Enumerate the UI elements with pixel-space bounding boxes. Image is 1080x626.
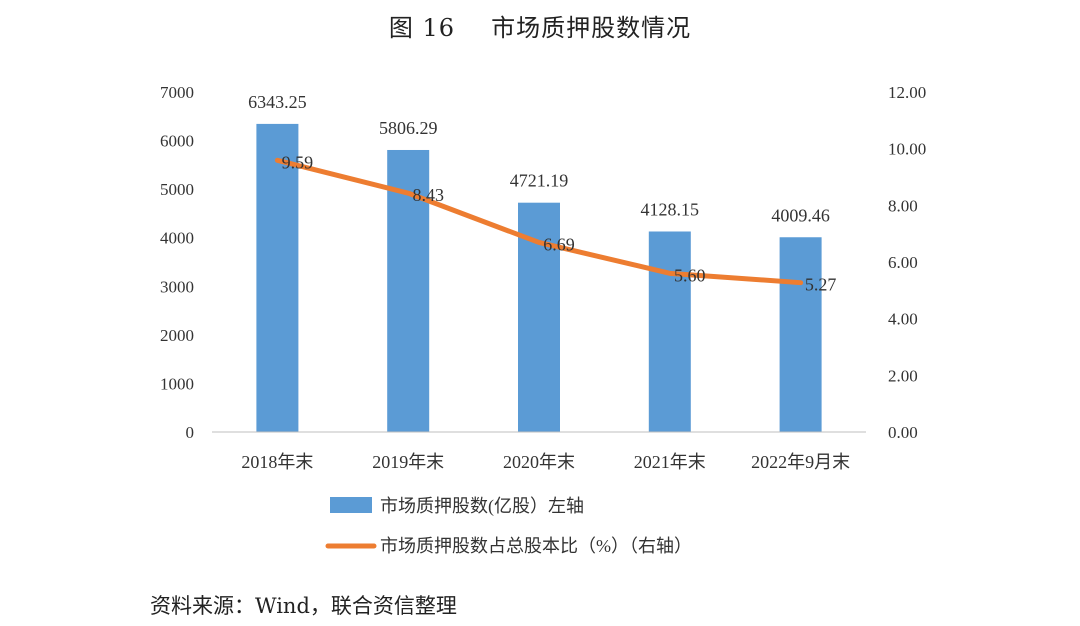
x-tick-label: 2019年末 xyxy=(372,452,444,472)
bar xyxy=(256,123,299,432)
y-right-tick-label: 8.00 xyxy=(888,196,918,215)
y-right-tick-label: 6.00 xyxy=(888,253,918,272)
line-data-label: 5.27 xyxy=(805,275,837,295)
bar-data-label: 4009.46 xyxy=(771,205,830,225)
bar xyxy=(648,231,691,432)
x-tick-label: 2022年9月末 xyxy=(751,452,850,472)
y-left-tick-label: 3000 xyxy=(160,277,194,296)
y-right-tick-label: 10.00 xyxy=(888,140,926,159)
x-tick-label: 2018年末 xyxy=(241,452,313,472)
y-left-tick-label: 7000 xyxy=(160,83,194,102)
y-right-tick-label: 2.00 xyxy=(888,366,918,385)
y-left-tick-label: 6000 xyxy=(160,132,194,151)
bar-data-label: 5806.29 xyxy=(379,118,438,138)
y-left-tick-label: 2000 xyxy=(160,326,194,345)
legend-line-label: 市场质押股数占总股本比（%）（右轴） xyxy=(380,536,692,556)
y-right-tick-label: 12.00 xyxy=(888,83,926,102)
line-data-label: 8.43 xyxy=(412,185,444,205)
bar-data-label: 4721.19 xyxy=(510,171,569,191)
y-right-tick-label: 4.00 xyxy=(888,310,918,329)
bar-data-label: 4128.15 xyxy=(641,199,700,219)
y-left-tick-label: 5000 xyxy=(160,180,194,199)
y-left-tick-label: 1000 xyxy=(160,374,194,393)
figure-title: 市场质押股数情况 xyxy=(491,14,692,42)
x-tick-label: 2020年末 xyxy=(503,452,575,472)
figure-number: 图 16 xyxy=(388,14,456,42)
line-series xyxy=(274,157,804,286)
line-data-label: 5.60 xyxy=(674,265,706,285)
chart-title: 图 16 市场质押股数情况 xyxy=(0,8,1080,43)
bar-data-label: 6343.25 xyxy=(248,92,307,112)
y-left-tick-label: 0 xyxy=(186,423,195,442)
y-left-tick-label: 4000 xyxy=(160,229,194,248)
y-right-tick-label: 0.00 xyxy=(888,423,918,442)
line-data-label: 6.69 xyxy=(543,234,575,254)
x-tick-label: 2021年末 xyxy=(634,452,706,472)
source-note: 资料来源：Wind，联合资信整理 xyxy=(150,594,457,618)
line-data-label: 9.59 xyxy=(282,152,314,172)
legend-bar-label: 市场质押股数(亿股）左轴 xyxy=(380,496,584,517)
bar xyxy=(779,237,822,432)
legend-bar-swatch xyxy=(330,497,372,513)
